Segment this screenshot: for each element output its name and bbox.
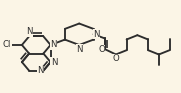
Text: N: N [51,58,57,67]
Text: N: N [37,66,44,75]
Text: O: O [113,54,119,63]
Text: N: N [76,45,83,54]
Text: N: N [26,27,33,36]
Text: O: O [98,45,105,54]
Text: N: N [94,30,100,39]
Text: Cl: Cl [3,40,11,49]
Text: N: N [50,40,57,49]
